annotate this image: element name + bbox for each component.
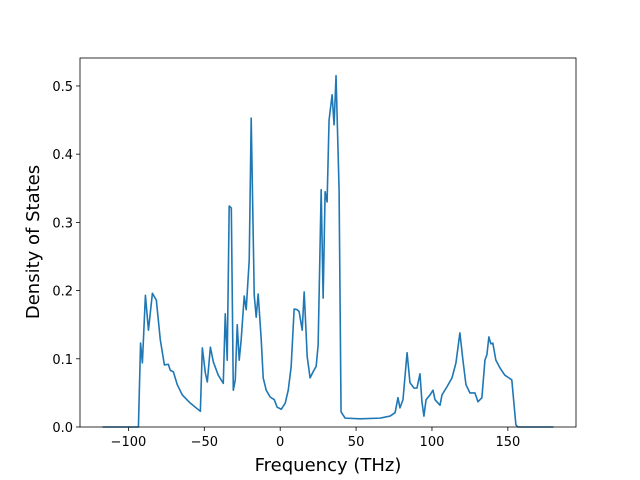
y-tick-label: 0.3	[52, 216, 73, 231]
x-tick-label: −100	[111, 435, 147, 450]
x-tick-label: −50	[191, 435, 218, 450]
y-axis-label: Density of States	[23, 165, 44, 319]
y-tick-label: 0.5	[52, 80, 73, 95]
axes-frame	[79, 57, 577, 428]
x-tick-label: 0	[276, 435, 284, 450]
y-tick-label: 0.0	[52, 421, 73, 436]
y-tick-label: 0.2	[52, 285, 73, 300]
x-tick-label: 150	[495, 435, 520, 450]
y-tick-label: 0.1	[52, 353, 73, 368]
x-tick-label: 100	[420, 435, 445, 450]
data-line	[102, 74, 554, 428]
y-tick-label: 0.4	[52, 148, 73, 163]
x-axis-label: Frequency (THz)	[255, 455, 402, 476]
x-tick-label: 50	[348, 435, 365, 450]
